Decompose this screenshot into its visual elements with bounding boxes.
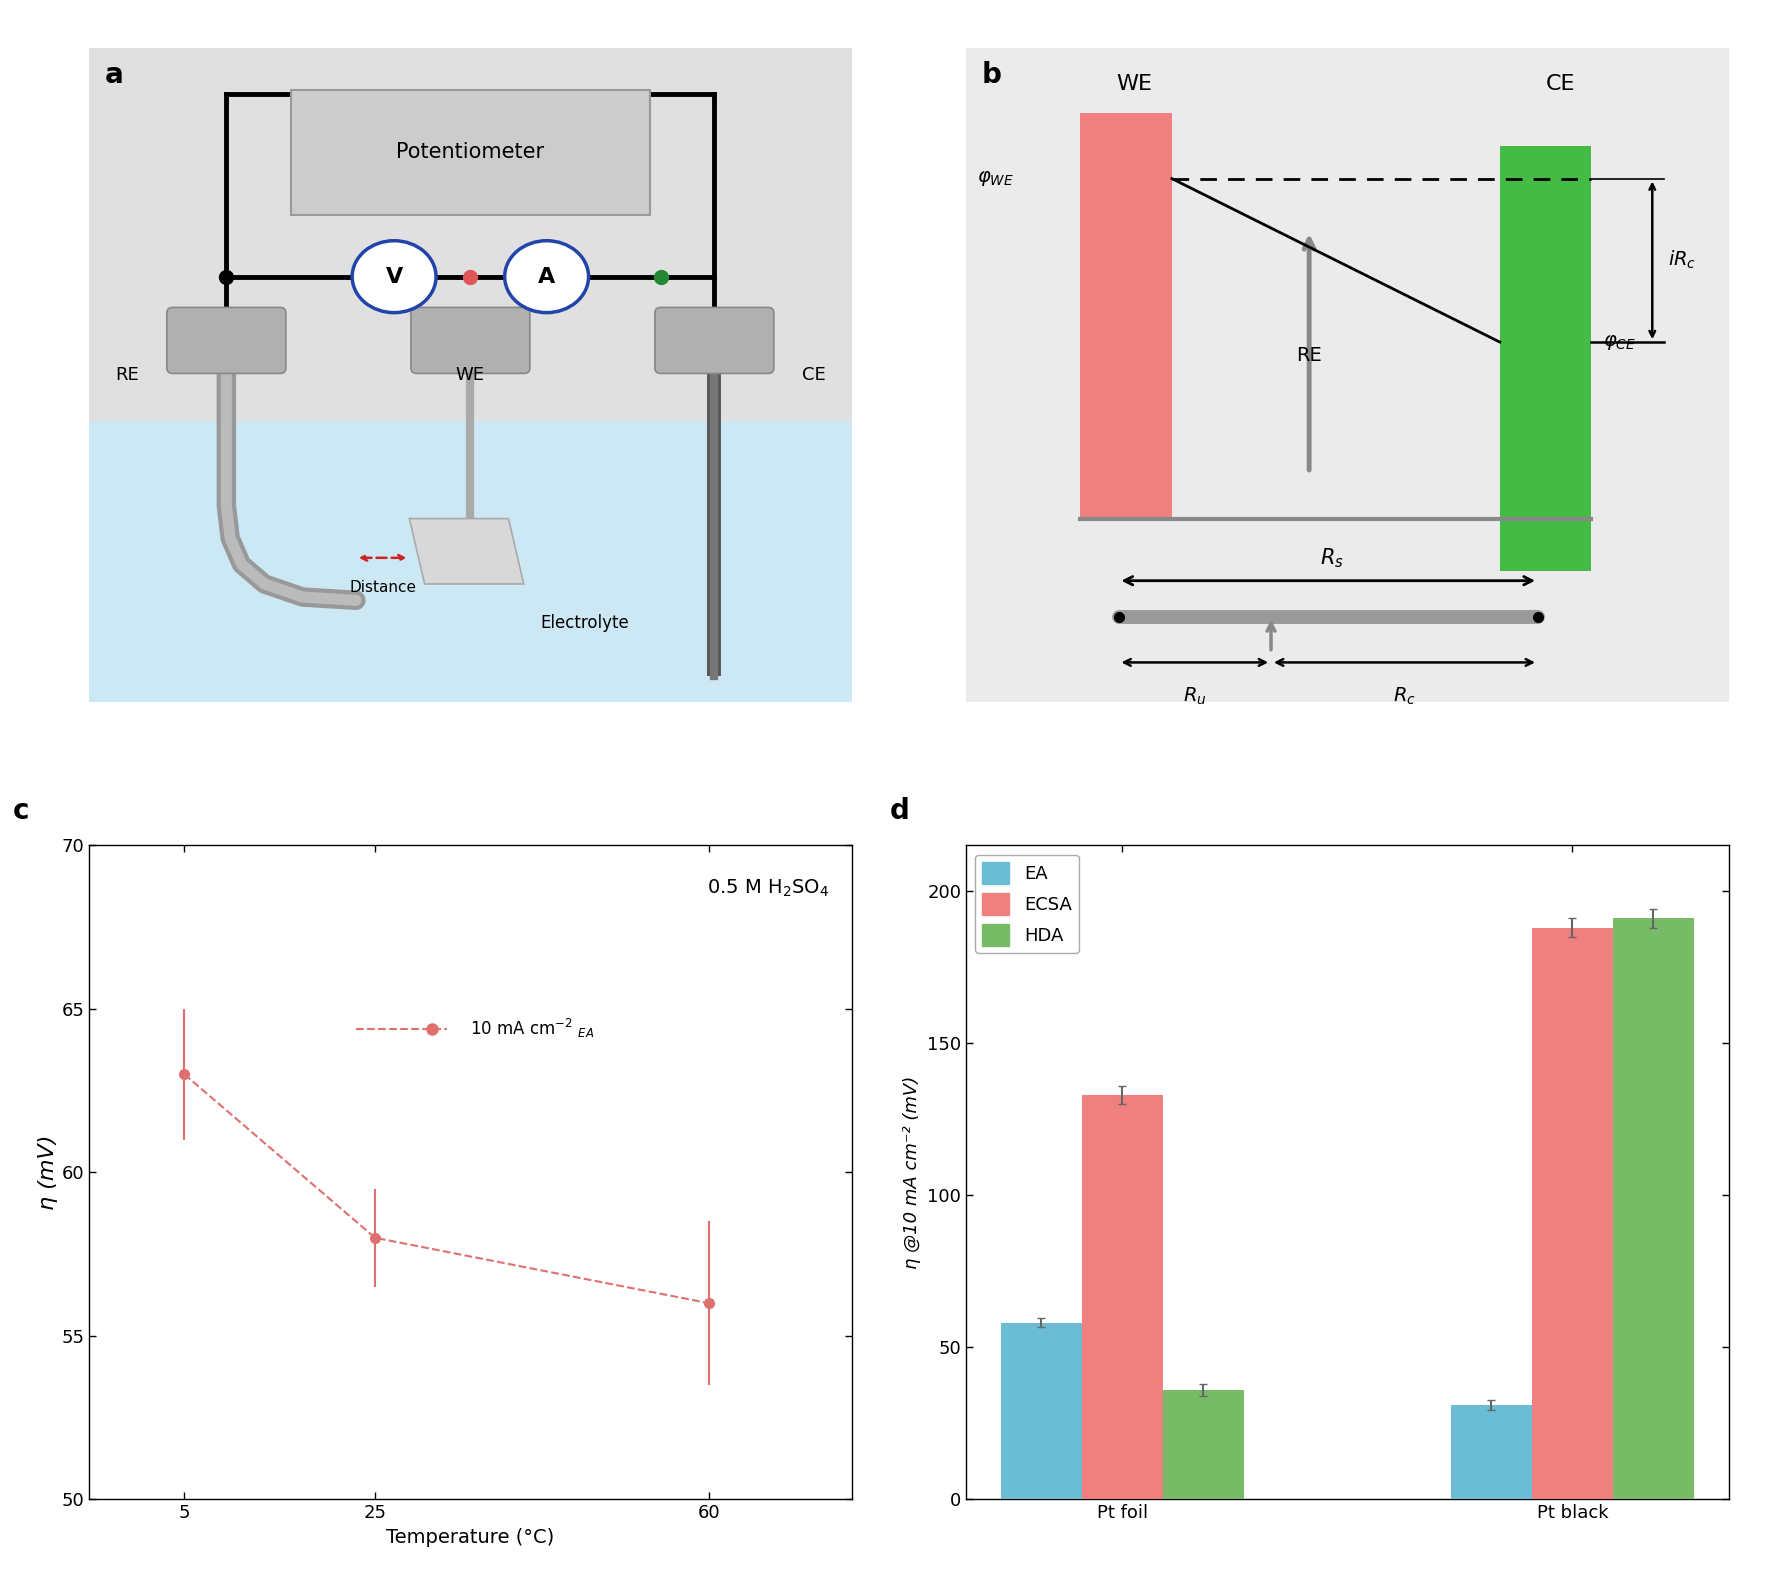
Text: CE: CE	[1547, 73, 1575, 94]
Text: CE: CE	[802, 365, 825, 384]
Text: 10 mA cm$^{-2}$ $_{EA}$: 10 mA cm$^{-2}$ $_{EA}$	[470, 1018, 595, 1040]
Text: $\varphi_\mathregular{WE}$: $\varphi_\mathregular{WE}$	[978, 169, 1014, 188]
Bar	[1082, 1094, 1162, 1499]
Bar	[1001, 1322, 1082, 1499]
Circle shape	[353, 241, 437, 313]
Bar	[89, 48, 852, 421]
Bar	[1080, 113, 1173, 518]
Bar	[1162, 1389, 1244, 1499]
Text: V: V	[385, 266, 403, 287]
Text: $iR_\mathregular{c}$: $iR_\mathregular{c}$	[1668, 249, 1696, 271]
Y-axis label: η (mV): η (mV)	[39, 1134, 59, 1211]
Text: $R_\mathregular{s}$: $R_\mathregular{s}$	[1320, 545, 1344, 569]
Bar	[89, 421, 852, 702]
FancyBboxPatch shape	[412, 308, 529, 373]
FancyBboxPatch shape	[656, 308, 773, 373]
Text: RE: RE	[116, 365, 139, 384]
Text: a: a	[105, 61, 123, 89]
FancyBboxPatch shape	[168, 308, 285, 373]
Text: Electrolyte: Electrolyte	[540, 614, 629, 632]
Text: c: c	[12, 798, 29, 825]
Text: $R_\mathregular{u}$: $R_\mathregular{u}$	[1183, 686, 1206, 707]
Text: RE: RE	[1296, 346, 1322, 365]
Legend: EA, ECSA, HDA: EA, ECSA, HDA	[975, 855, 1078, 954]
Text: d: d	[889, 798, 909, 825]
FancyBboxPatch shape	[290, 91, 650, 215]
Text: Distance: Distance	[349, 579, 417, 595]
Bar	[1451, 1405, 1533, 1499]
Bar	[1500, 145, 1591, 571]
Text: WE: WE	[456, 365, 485, 384]
Text: b: b	[982, 61, 1001, 89]
Text: WE: WE	[1116, 73, 1151, 94]
X-axis label: Temperature (°C): Temperature (°C)	[387, 1528, 554, 1547]
Text: Potentiometer: Potentiometer	[396, 142, 545, 163]
Polygon shape	[410, 518, 524, 584]
Text: $\varphi_\mathregular{CE}$: $\varphi_\mathregular{CE}$	[1602, 333, 1636, 351]
Bar	[1533, 928, 1613, 1499]
Text: $R_\mathregular{c}$: $R_\mathregular{c}$	[1394, 686, 1417, 707]
Bar	[1613, 919, 1695, 1499]
Text: 0.5 M H$_2$SO$_4$: 0.5 M H$_2$SO$_4$	[707, 879, 829, 900]
Y-axis label: η @10 mA cm⁻² (mV): η @10 mA cm⁻² (mV)	[903, 1075, 921, 1270]
Circle shape	[504, 241, 588, 313]
Text: A: A	[538, 266, 556, 287]
